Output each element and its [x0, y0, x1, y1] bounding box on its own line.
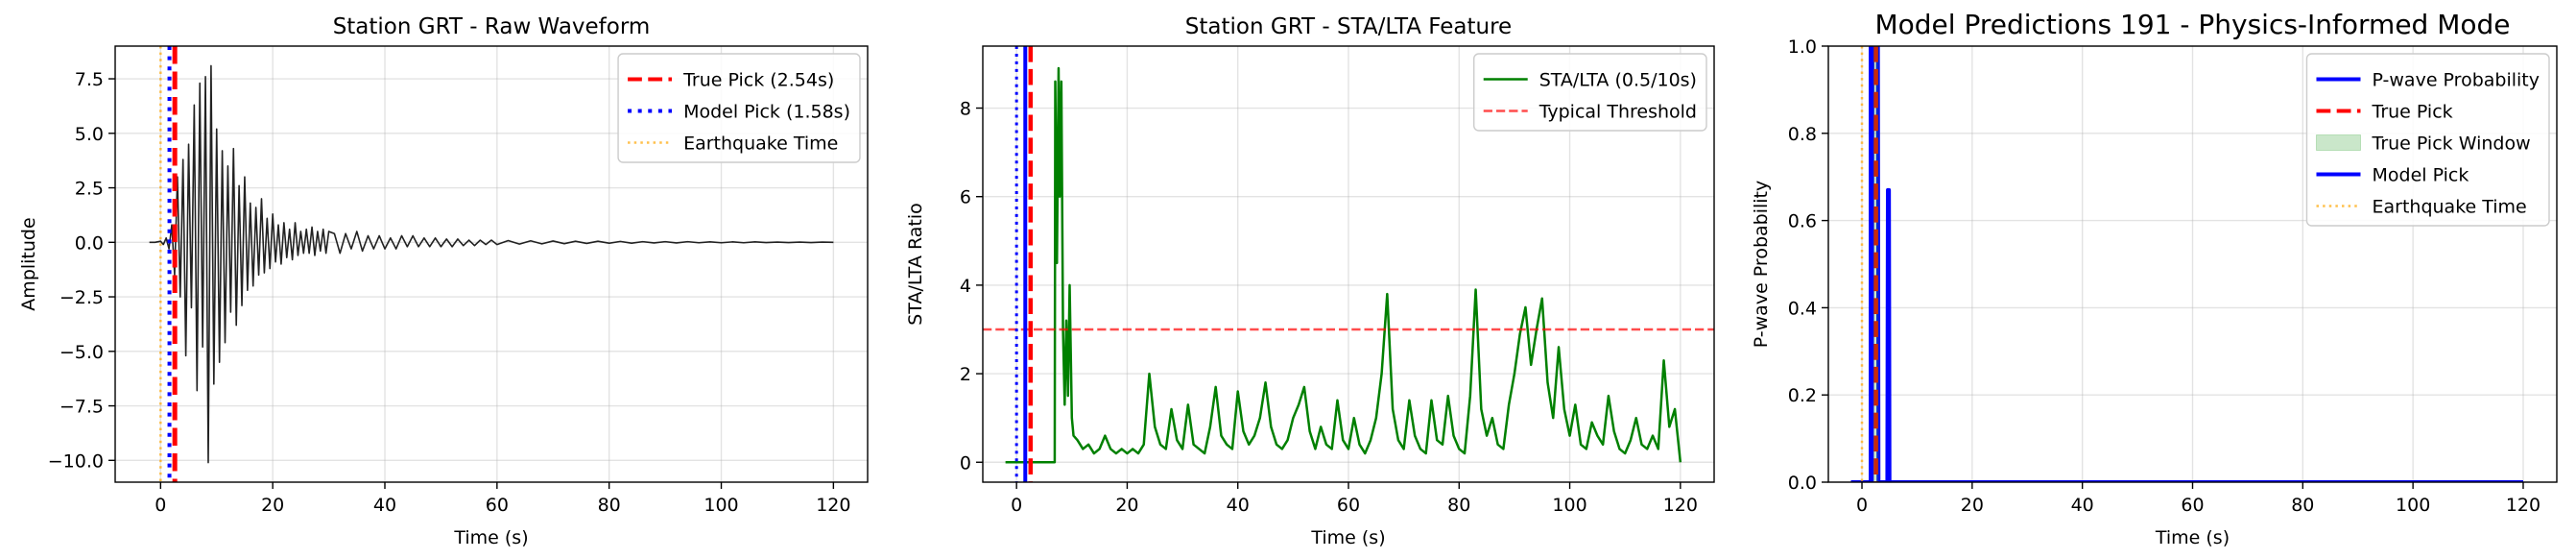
series-line	[1005, 66, 1682, 464]
legend-label: True Pick Window	[2372, 134, 2531, 155]
legend: P-wave Probability True Pick True Pick Win…	[2305, 53, 2550, 227]
x-tick-label: 20	[1115, 495, 1138, 516]
y-tick-label: 7.5	[75, 69, 104, 90]
y-tick-label: −7.5	[60, 397, 104, 418]
legend-label: Model Pick	[2373, 165, 2469, 186]
series-line	[149, 64, 834, 464]
x-tick-label: 100	[704, 495, 738, 516]
y-tick-label: 0	[960, 452, 971, 474]
legend-label: Model Pick (1.58s)	[683, 102, 850, 123]
span	[1872, 46, 1879, 482]
legend-label: True Pick (2.54s)	[682, 70, 834, 91]
legend-box	[1473, 53, 1707, 132]
x-tick-label: 120	[2506, 495, 2540, 516]
chart-title: Station GRT - Raw Waveform	[333, 14, 651, 39]
x-tick-label: 120	[816, 495, 850, 516]
x-tick-label: 20	[1961, 495, 1984, 516]
x-tick-label: 60	[486, 495, 509, 516]
y-tick-label: 5.0	[75, 124, 104, 145]
x-tick-label: 60	[1337, 495, 1360, 516]
plot-area	[983, 46, 1714, 482]
legend-label: Earthquake Time	[683, 134, 838, 155]
plot-area	[1828, 46, 2557, 482]
x-tick-label: 120	[1663, 495, 1698, 516]
y-tick-label: 1.0	[1788, 36, 1817, 58]
x-tick-label: 0	[1856, 495, 1868, 516]
y-tick-label: 6	[960, 187, 971, 208]
x-tick-label: 0	[1011, 495, 1022, 516]
x-tick-label: 60	[2181, 495, 2204, 516]
y-tick-label: 2.5	[75, 179, 104, 200]
y-tick-label: 0.8	[1788, 124, 1817, 145]
x-tick-label: 40	[373, 495, 396, 516]
y-tick-label: 0.4	[1788, 298, 1817, 319]
y-tick-label: 4	[960, 276, 971, 297]
x-axis-label: Time (s)	[453, 527, 528, 548]
y-tick-label: 0.2	[1788, 385, 1817, 406]
axes-frame	[114, 45, 869, 483]
y-tick-label: −2.5	[60, 287, 104, 308]
legend: STA/LTA (0.5/10s) Typical Threshold	[1473, 53, 1707, 132]
x-tick-label: 80	[598, 495, 621, 516]
axes-frame	[982, 45, 1715, 483]
y-tick-label: 0.0	[75, 232, 104, 254]
y-tick-label: 0.0	[1788, 473, 1817, 494]
x-tick-label: 80	[2291, 495, 2314, 516]
legend-label: P-wave Probability	[2373, 70, 2540, 91]
x-tick-label: 0	[155, 495, 166, 516]
x-tick-label: 100	[1552, 495, 1586, 516]
legend-label: Typical Threshold	[1538, 102, 1697, 123]
legend-label: Earthquake Time	[2373, 197, 2527, 218]
legend-swatch	[2316, 134, 2361, 151]
y-tick-label: 2	[960, 364, 971, 385]
chart-title: Station GRT - STA/LTA Feature	[1185, 14, 1512, 39]
legend: True Pick (2.54s) Model Pick (1.58s) Earth…	[617, 53, 861, 163]
legend-box	[617, 53, 861, 163]
y-axis-label: P-wave Probability	[1751, 181, 1772, 349]
legend-box	[2305, 53, 2550, 227]
x-axis-label: Time (s)	[1310, 527, 1385, 548]
x-tick-label: 20	[261, 495, 284, 516]
legend-label: True Pick	[2372, 102, 2453, 123]
x-tick-label: 100	[2396, 495, 2430, 516]
y-tick-label: −5.0	[60, 342, 104, 363]
y-axis-label: Amplitude	[18, 217, 39, 310]
chart-title: Model Predictions 191 - Physics-Informed…	[1874, 9, 2510, 40]
y-tick-label: −10.0	[48, 450, 104, 472]
legend-label: STA/LTA (0.5/10s)	[1539, 70, 1697, 91]
y-tick-label: 0.6	[1788, 211, 1817, 232]
axes-frame	[1827, 45, 2558, 483]
y-axis-label: STA/LTA Ratio	[905, 203, 926, 326]
x-tick-label: 40	[2071, 495, 2094, 516]
y-tick-label: 8	[960, 99, 971, 120]
x-tick-label: 40	[1227, 495, 1250, 516]
x-tick-label: 80	[1447, 495, 1470, 516]
x-axis-label: Time (s)	[2155, 527, 2230, 548]
